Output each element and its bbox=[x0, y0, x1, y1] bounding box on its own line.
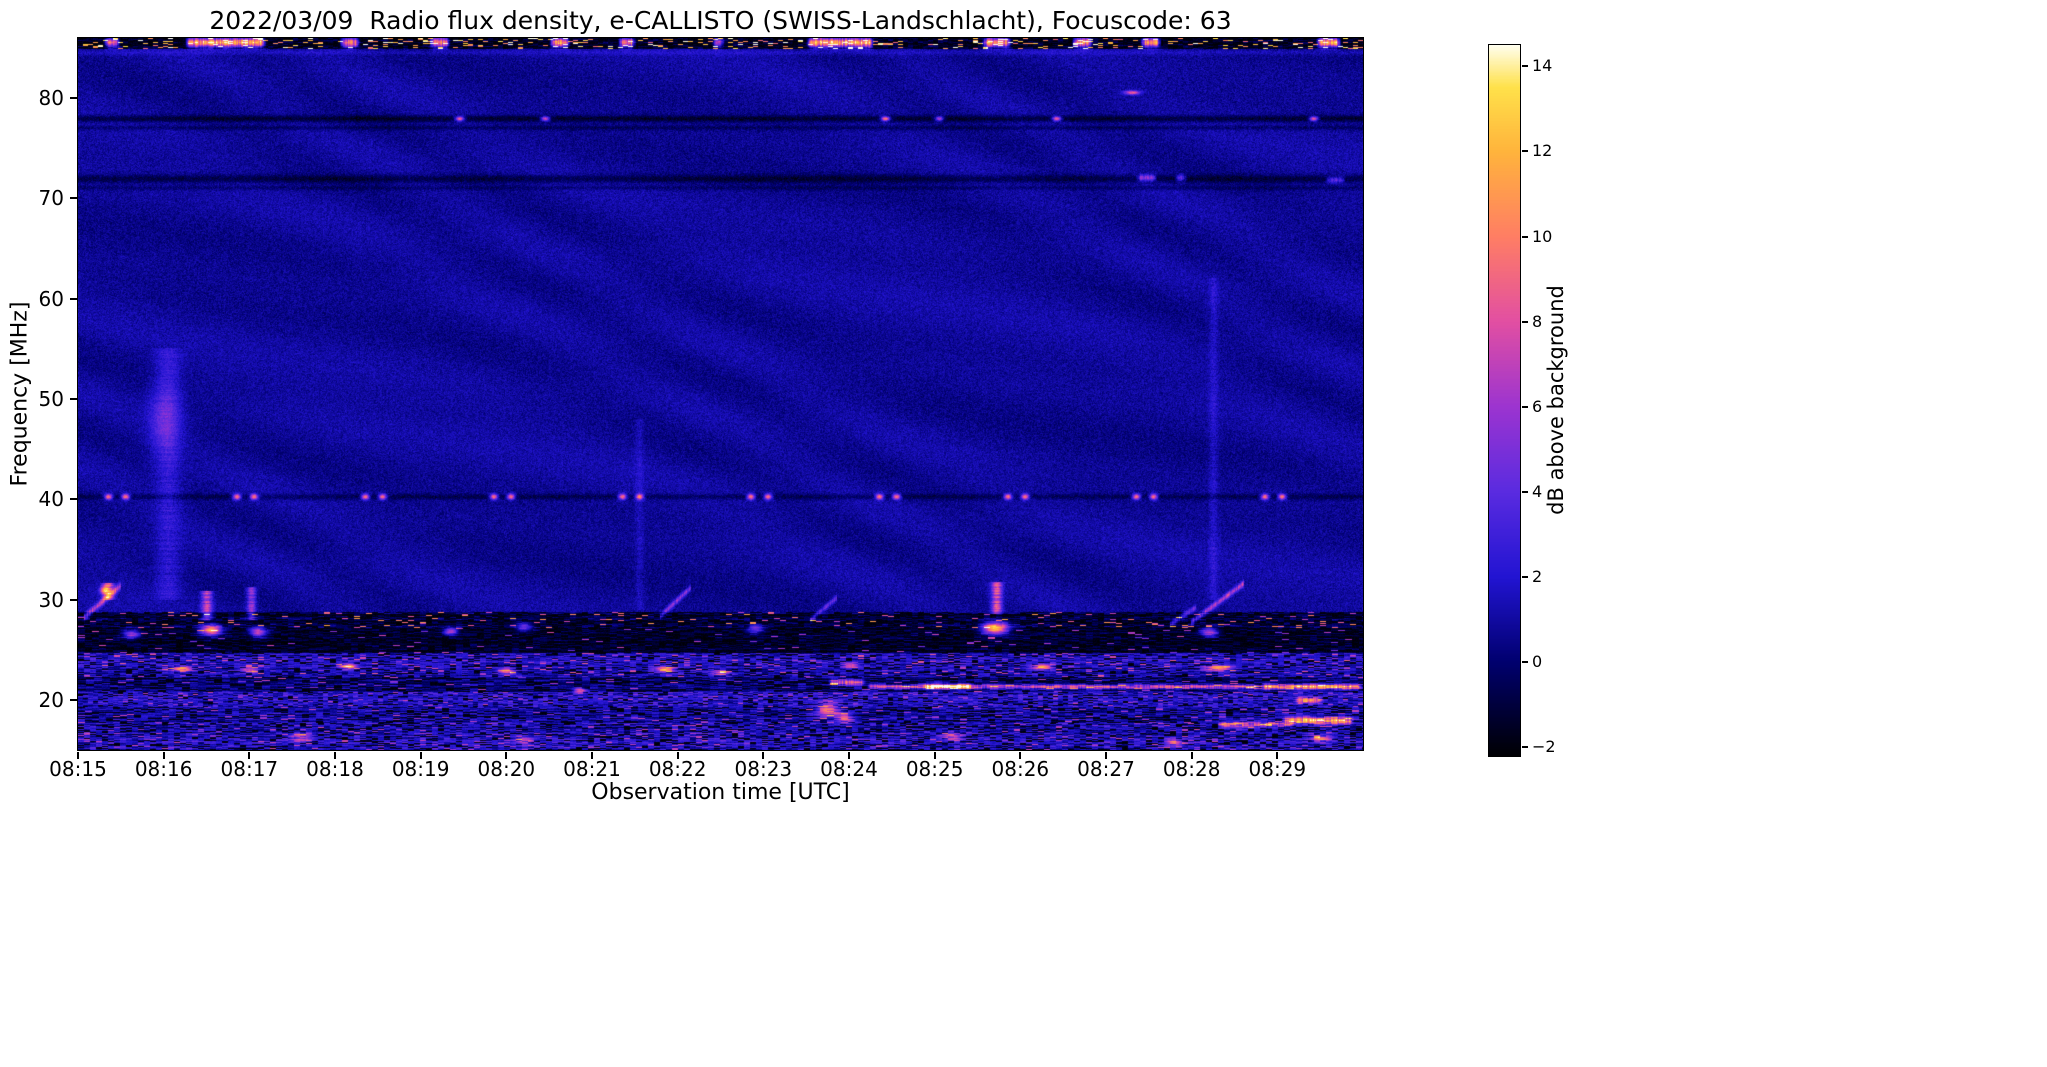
y-tick-label: 40 bbox=[38, 487, 64, 512]
x-tick bbox=[1276, 751, 1279, 759]
x-tick-label: 08:24 bbox=[820, 757, 878, 781]
y-tick bbox=[69, 598, 77, 601]
colorbar-gradient bbox=[1487, 43, 1521, 757]
colorbar-tick-label: 6 bbox=[1532, 396, 1543, 416]
x-tick bbox=[848, 751, 850, 759]
x-tick bbox=[248, 751, 251, 759]
colorbar-tick-label: 10 bbox=[1532, 226, 1553, 246]
x-axis-label: Observation time [UTC] bbox=[591, 780, 850, 805]
y-tick bbox=[69, 498, 77, 501]
x-tick bbox=[933, 751, 936, 759]
x-tick bbox=[419, 751, 422, 759]
y-tick-label: 80 bbox=[38, 86, 64, 111]
y-tick-label: 60 bbox=[38, 286, 64, 311]
x-tick bbox=[1105, 751, 1107, 759]
colorbar-label: dB above background bbox=[1544, 285, 1568, 515]
colorbar-tick bbox=[1521, 746, 1528, 749]
x-tick-label: 08:21 bbox=[563, 757, 621, 781]
y-tick bbox=[69, 297, 77, 300]
colorbar-tick bbox=[1521, 150, 1528, 153]
x-tick-label: 08:29 bbox=[1248, 757, 1307, 781]
y-tick-label: 50 bbox=[38, 387, 64, 411]
spectrogram-heatmap bbox=[76, 36, 1364, 751]
colorbar-tick-label: 8 bbox=[1532, 311, 1543, 331]
y-tick-label: 70 bbox=[38, 186, 64, 211]
x-tick-label: 08:16 bbox=[134, 757, 193, 781]
colorbar-tick-label: −2 bbox=[1532, 737, 1556, 757]
colorbar-tick-label: 2 bbox=[1532, 567, 1543, 587]
y-tick bbox=[69, 97, 77, 100]
x-tick bbox=[591, 751, 593, 759]
x-tick bbox=[162, 751, 165, 759]
x-tick-label: 08:25 bbox=[905, 757, 964, 781]
x-tick-label: 08:26 bbox=[991, 757, 1050, 781]
x-tick-label: 08:22 bbox=[648, 757, 707, 781]
x-tick-label: 08:23 bbox=[734, 757, 793, 781]
x-tick bbox=[77, 751, 79, 759]
x-tick-label: 08:27 bbox=[1077, 757, 1135, 781]
y-tick bbox=[69, 698, 77, 701]
x-tick bbox=[1019, 751, 1022, 759]
colorbar-tick-label: 0 bbox=[1532, 652, 1543, 672]
y-tick bbox=[69, 197, 77, 200]
x-tick bbox=[334, 751, 336, 759]
y-tick bbox=[69, 398, 77, 400]
x-tick bbox=[505, 751, 508, 759]
x-tick-label: 08:19 bbox=[391, 757, 450, 781]
chart-title: 2022/03/09 Radio flux density, e-CALLIST… bbox=[209, 6, 1232, 35]
colorbar-tick bbox=[1521, 65, 1528, 68]
x-tick bbox=[762, 751, 765, 759]
colorbar-tick bbox=[1521, 661, 1528, 664]
colorbar-tick bbox=[1521, 491, 1528, 494]
x-tick-label: 08:17 bbox=[220, 757, 279, 781]
x-tick-label: 08:28 bbox=[1162, 757, 1221, 781]
x-tick-label: 08:20 bbox=[477, 757, 536, 781]
colorbar-tick-label: 12 bbox=[1532, 141, 1553, 161]
colorbar-tick bbox=[1521, 320, 1528, 323]
colorbar-tick bbox=[1521, 405, 1528, 408]
x-tick bbox=[1190, 751, 1193, 759]
colorbar-tick-label: 4 bbox=[1532, 482, 1543, 502]
y-tick-label: 20 bbox=[38, 687, 64, 712]
x-tick-label: 08:18 bbox=[306, 757, 364, 781]
y-tick-label: 30 bbox=[38, 587, 64, 612]
x-tick bbox=[676, 751, 679, 759]
colorbar-tick-label: 14 bbox=[1532, 56, 1553, 76]
x-tick-label: 08:15 bbox=[49, 757, 107, 781]
colorbar-tick bbox=[1521, 576, 1528, 579]
colorbar-tick bbox=[1521, 235, 1528, 238]
